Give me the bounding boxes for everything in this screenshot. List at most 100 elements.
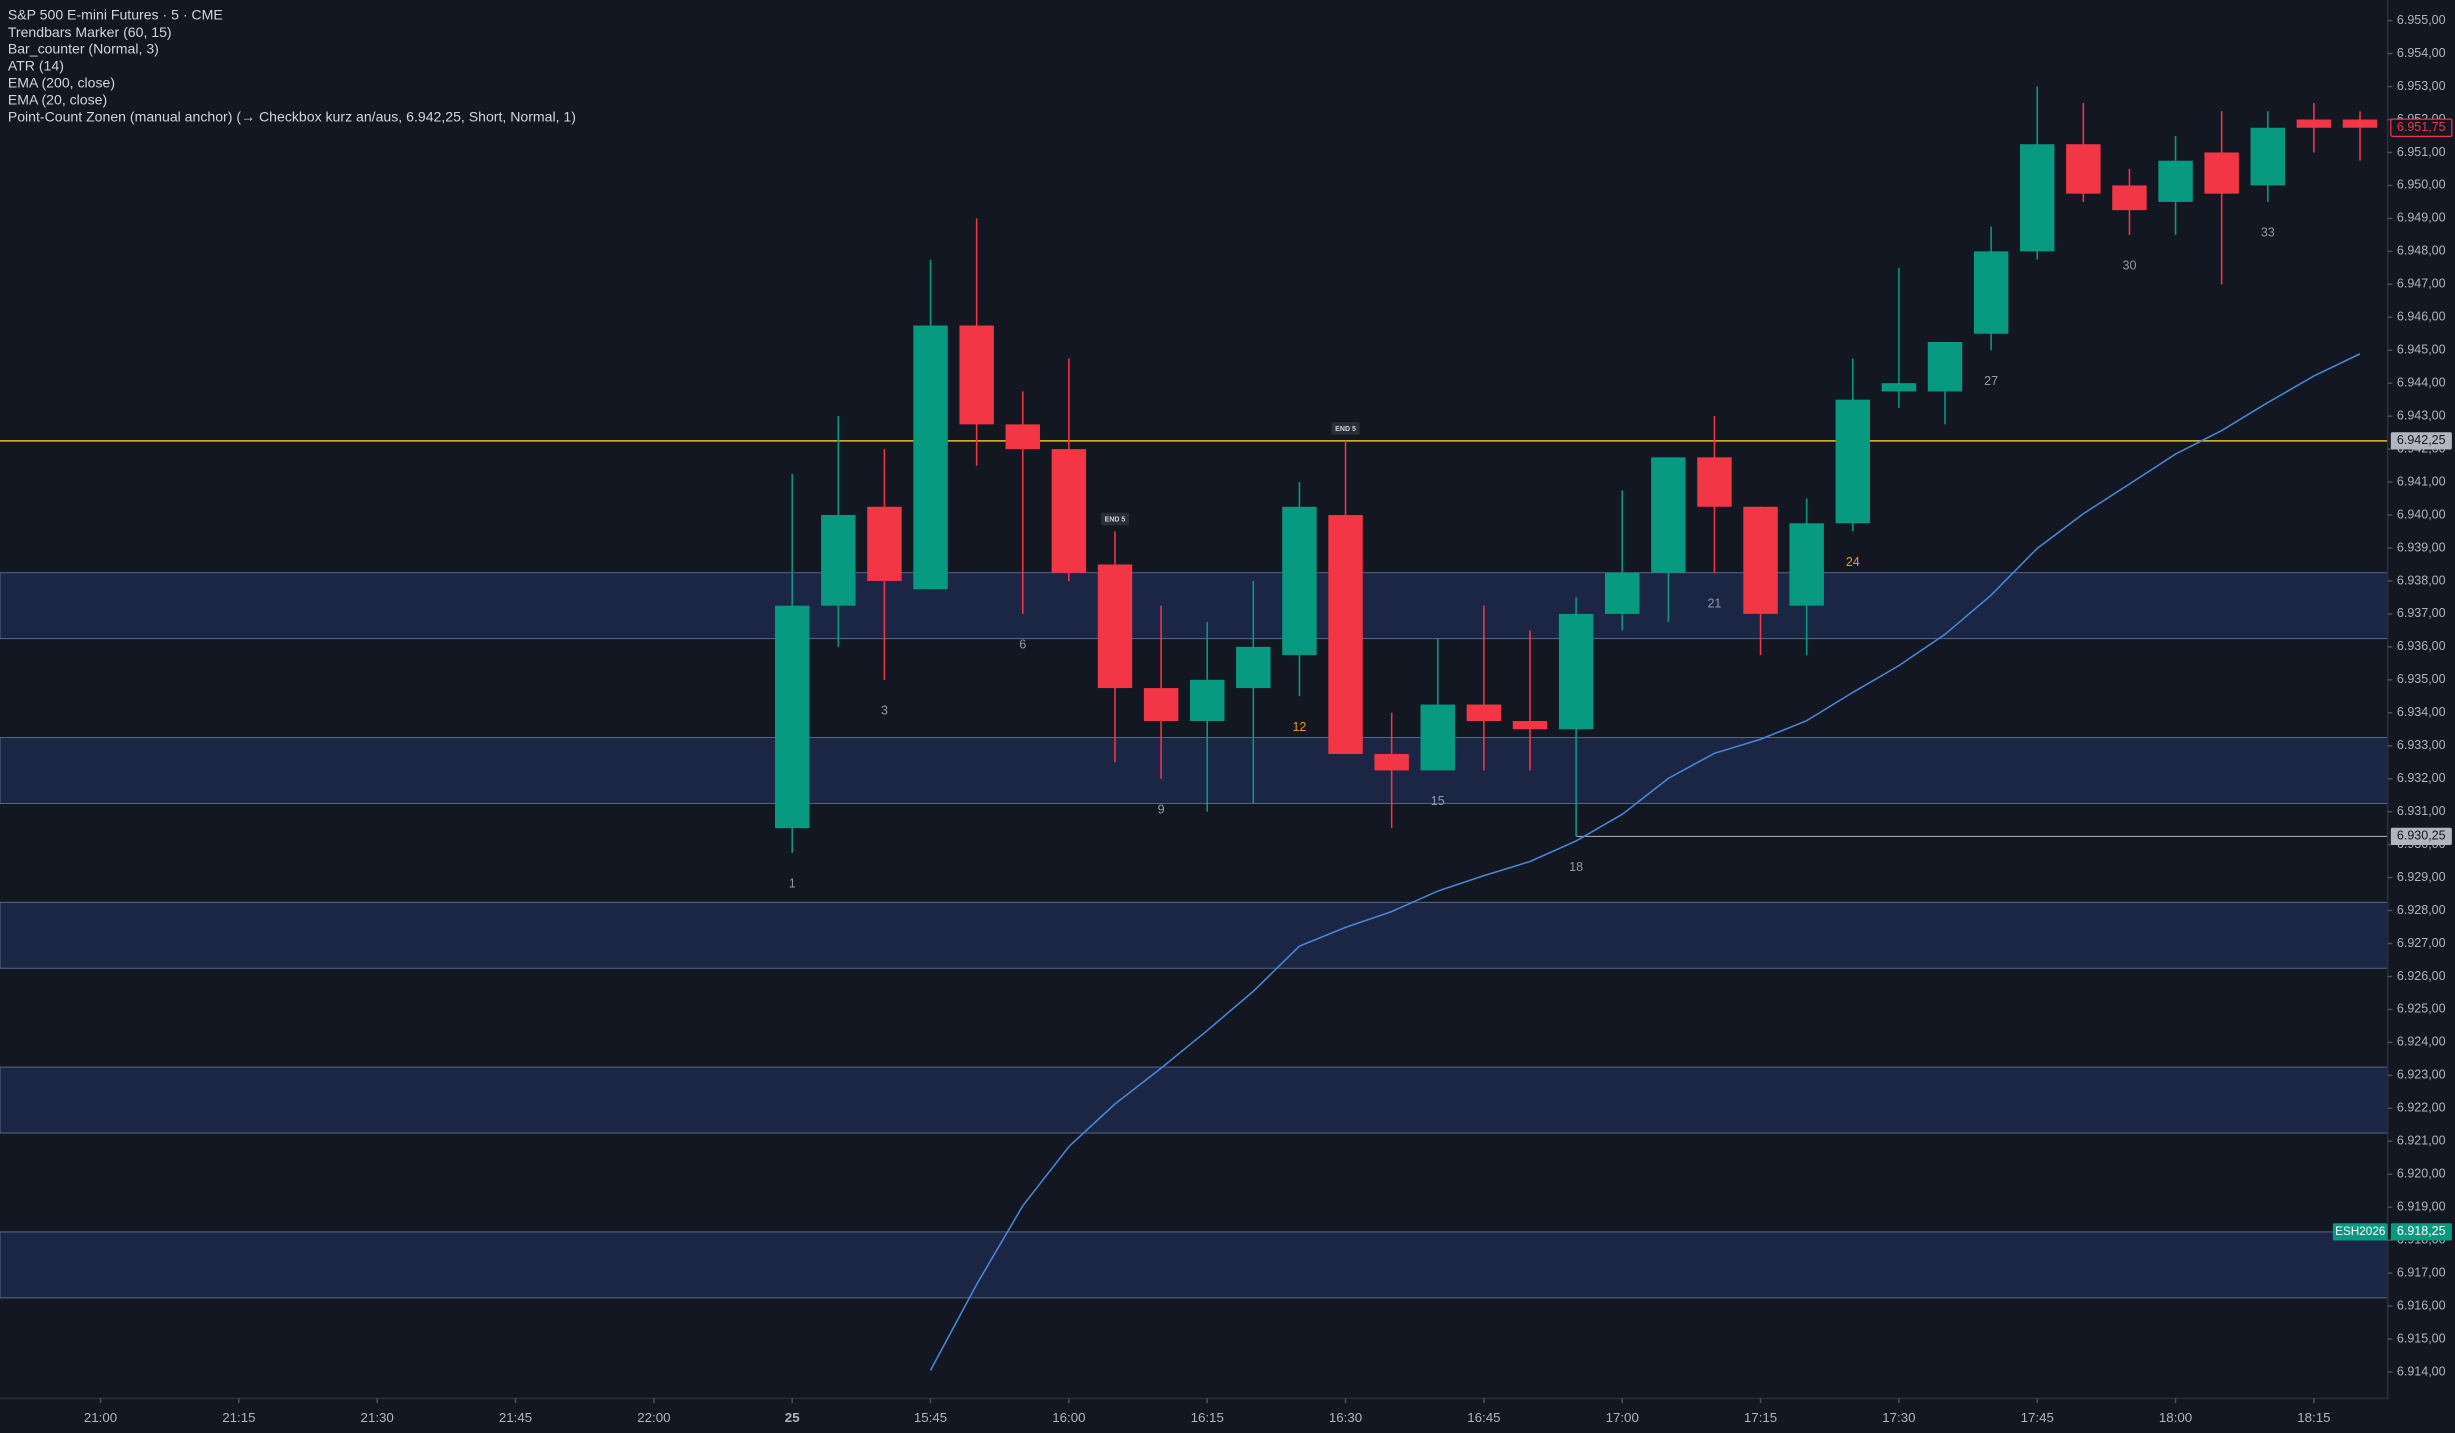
candle-body — [1927, 341, 1963, 392]
candle-body — [1097, 564, 1133, 689]
y-tick-label: 6.928,00 — [2397, 903, 2446, 917]
candle-body — [1051, 449, 1087, 573]
y-tick-label: 6.939,00 — [2397, 540, 2446, 554]
candle-body — [1005, 424, 1040, 450]
end-tag-box — [1100, 512, 1130, 526]
y-tick-label: 6.936,00 — [2397, 639, 2446, 653]
x-tick-label: 16:45 — [1467, 1410, 1500, 1425]
y-tick-label: 6.933,00 — [2397, 738, 2446, 752]
zone — [0, 1231, 2389, 1299]
candle-body — [2066, 144, 2101, 194]
y-tick-label: 6.932,00 — [2397, 771, 2446, 785]
y-tick-label: 6.916,00 — [2397, 1298, 2446, 1312]
candle-body — [867, 506, 902, 581]
y-tick-label: 6.951,00 — [2397, 145, 2446, 159]
x-tick-label: 21:30 — [361, 1410, 394, 1425]
y-tick-label: 6.934,00 — [2397, 705, 2446, 719]
y-tick-label: 6.922,00 — [2397, 1101, 2446, 1115]
y-tick-label: 6.950,00 — [2397, 178, 2446, 192]
end-tag: END 5 — [1105, 517, 1126, 524]
plot-area: 1 3 6 9 12 15 18 21 24 27 30 33 END 5 END 5 — [0, 86, 2389, 1371]
y-tick-label: 6.923,00 — [2397, 1068, 2446, 1082]
y-tick-label: 6.948,00 — [2397, 244, 2446, 258]
candle-body — [2158, 160, 2193, 202]
candle-body — [1374, 753, 1409, 771]
bar-counter: 21 — [1707, 596, 1721, 610]
candle-body — [1835, 399, 1870, 524]
y-tick-label: 6.921,00 — [2397, 1134, 2446, 1148]
last-price-label: 6.951,75 — [2397, 120, 2446, 134]
candle-body — [2342, 119, 2378, 128]
legend-entry: Trendbars Marker (60, 15) — [8, 24, 172, 40]
y-tick-label: 6.938,00 — [2397, 573, 2446, 587]
legend-entry: EMA (20, close) — [8, 91, 107, 107]
y-tick-label: 6.941,00 — [2397, 474, 2446, 488]
zone — [0, 901, 2389, 969]
y-tick-label: 6.929,00 — [2397, 870, 2446, 884]
x-tick-label: 15:45 — [914, 1410, 947, 1425]
candle-body — [1512, 721, 1548, 730]
y-tick-label: 6.925,00 — [2397, 1002, 2446, 1016]
candle-body — [1328, 515, 1363, 754]
legend-entry: Bar_counter (Normal, 3) — [8, 41, 159, 57]
bar-counter: 30 — [2122, 258, 2136, 272]
y-tick-label: 6.940,00 — [2397, 507, 2446, 521]
y-tick-label: 6.947,00 — [2397, 277, 2446, 291]
bar-counter: 12 — [1292, 720, 1306, 734]
y-tick-label: 6.914,00 — [2397, 1364, 2446, 1378]
candle-body — [774, 605, 810, 829]
candle-body — [2020, 144, 2055, 252]
y-tick-label: 6.920,00 — [2397, 1167, 2446, 1181]
y-tick-label: 6.931,00 — [2397, 804, 2446, 818]
zone — [0, 572, 2389, 640]
candle-body — [1420, 704, 1455, 771]
y-tick-label: 6.915,00 — [2397, 1331, 2446, 1345]
anchor-price-label-box — [2390, 432, 2452, 450]
candle-body — [821, 515, 856, 606]
candle-body — [2204, 152, 2239, 194]
end-tag-box — [1331, 422, 1360, 435]
x-tick-label: 25 — [785, 1410, 800, 1425]
legend-entry: EMA (200, close) — [8, 75, 115, 91]
symbol-box — [2332, 1223, 2388, 1241]
y-tick-label: 6.944,00 — [2397, 376, 2446, 390]
y-tick-label: 6.937,00 — [2397, 606, 2446, 620]
symbol-price-label: 6.918,25 — [2397, 1224, 2446, 1238]
candle-body — [1697, 457, 1732, 507]
candle-body — [1973, 251, 2009, 334]
candle-body — [1881, 383, 1917, 392]
candle-body — [1236, 646, 1271, 689]
zone — [0, 1066, 2389, 1134]
x-tick-label: 16:15 — [1191, 1410, 1224, 1425]
bar-counter: 1 — [789, 876, 796, 890]
bar-counter: 15 — [1431, 794, 1445, 808]
candle-body — [1789, 523, 1824, 606]
y-tick-label: 6.955,00 — [2397, 13, 2446, 27]
candle-body — [1143, 688, 1179, 722]
zone — [0, 737, 2389, 804]
y-tick-label: 6.946,00 — [2397, 310, 2446, 324]
y-tick-label: 6.917,00 — [2397, 1265, 2446, 1279]
symbol-label: ESH2026 — [2335, 1225, 2386, 1238]
x-tick-label: 21:15 — [222, 1410, 255, 1425]
bar-counter: 6 — [1019, 638, 1026, 652]
candle-body — [2296, 119, 2332, 128]
x-tick-label: 22:00 — [637, 1410, 670, 1425]
bar-counter: 3 — [881, 703, 888, 717]
candle-body — [1189, 679, 1225, 722]
x-tick-label: 16:00 — [1052, 1410, 1085, 1425]
bar-counter: 27 — [1984, 374, 1998, 388]
x-tick-label: 16:30 — [1329, 1410, 1362, 1425]
x-tick-label: 21:00 — [84, 1410, 117, 1425]
x-tick-label: 21:45 — [499, 1410, 532, 1425]
y-tick-label: 6.945,00 — [2397, 343, 2446, 357]
candle-body — [913, 325, 948, 590]
candle-body — [1466, 704, 1502, 722]
bar-counter: 18 — [1569, 860, 1583, 874]
candle-body — [1282, 506, 1317, 656]
y-tick-label: 6.926,00 — [2397, 969, 2446, 983]
candle-body — [2112, 185, 2147, 211]
ema-line — [929, 353, 2361, 1371]
candle-body — [1743, 506, 1778, 614]
